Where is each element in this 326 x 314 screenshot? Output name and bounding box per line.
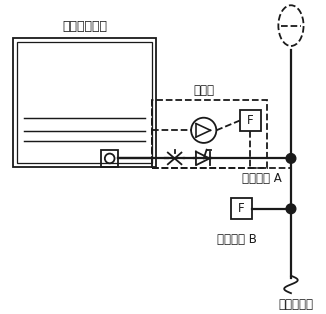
Bar bbox=[17, 42, 152, 163]
Text: 流量开关 A: 流量开关 A bbox=[242, 172, 282, 185]
Circle shape bbox=[286, 154, 296, 163]
Text: F: F bbox=[247, 114, 254, 127]
Bar bbox=[13, 38, 156, 167]
Circle shape bbox=[286, 204, 296, 214]
Text: 稳压泵: 稳压泵 bbox=[193, 84, 214, 97]
Bar bbox=[240, 110, 261, 131]
Text: 接消防系统: 接消防系统 bbox=[278, 298, 313, 311]
Bar bbox=[101, 150, 118, 167]
Text: 高位消防水箱: 高位消防水箱 bbox=[62, 20, 107, 33]
Bar bbox=[152, 100, 267, 168]
Text: F: F bbox=[238, 202, 245, 215]
Bar bbox=[231, 198, 252, 219]
Text: 流量开关 B: 流量开关 B bbox=[217, 233, 257, 246]
